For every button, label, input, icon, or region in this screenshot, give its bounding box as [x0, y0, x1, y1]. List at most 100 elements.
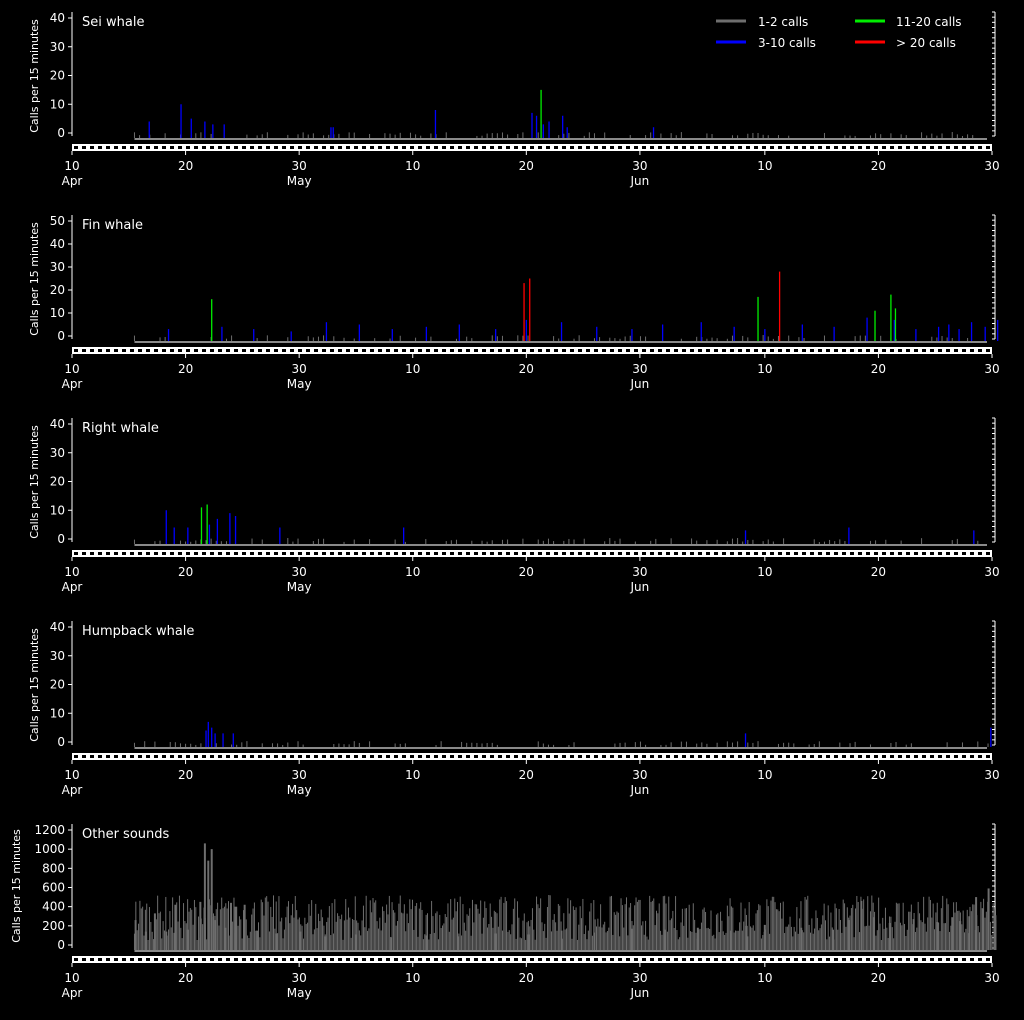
date-strip-dash — [482, 755, 486, 758]
date-strip-dash — [986, 349, 990, 352]
panel-title: Humpback whale — [82, 624, 194, 639]
date-strip-dash — [402, 958, 406, 961]
date-strip-dash — [538, 552, 542, 555]
y-axis-label: Calls per 15 minutes — [28, 425, 41, 539]
date-strip-dash — [650, 552, 654, 555]
date-strip-dash — [338, 755, 342, 758]
date-strip-dash — [394, 958, 398, 961]
date-strip-dash — [282, 349, 286, 352]
x-tick-label: 10 — [64, 768, 79, 782]
date-strip-dash — [410, 958, 414, 961]
date-strip-dash — [106, 552, 110, 555]
date-strip-dash — [722, 958, 726, 961]
date-strip-dash — [122, 552, 126, 555]
y-tick-label: 20 — [50, 283, 65, 297]
date-strip-dash — [706, 146, 710, 149]
date-strip-dash — [562, 552, 566, 555]
date-strip-dash — [386, 552, 390, 555]
date-strip-dash — [874, 146, 878, 149]
date-strip-dash — [122, 146, 126, 149]
date-strip-dash — [154, 958, 158, 961]
date-strip-dash — [130, 146, 134, 149]
date-strip-dash — [546, 755, 550, 758]
y-tick-label: 50 — [50, 214, 65, 228]
x-tick-label: 10 — [64, 159, 79, 173]
date-strip-dash — [538, 349, 542, 352]
date-strip-dash — [754, 349, 758, 352]
date-strip-dash — [850, 552, 854, 555]
date-strip-dash — [730, 146, 734, 149]
date-strip-dash — [890, 755, 894, 758]
panel-other-sounds: Other sounds Calls per 15 minutes 0 200 40… — [10, 823, 1000, 1000]
date-strip-dash — [450, 349, 454, 352]
date-strip-dash — [434, 349, 438, 352]
date-strip-dash — [218, 349, 222, 352]
date-strip-dash — [474, 552, 478, 555]
date-strip-dash — [778, 146, 782, 149]
date-strip-dash — [786, 146, 790, 149]
x-tick-label: 20 — [871, 971, 886, 985]
date-strip-dash — [546, 552, 550, 555]
date-strip-dash — [362, 349, 366, 352]
date-strip-dash — [314, 755, 318, 758]
date-strip-dash — [946, 349, 950, 352]
date-strip-dash — [618, 552, 622, 555]
date-strip-dash — [610, 552, 614, 555]
date-strip-dash — [106, 349, 110, 352]
date-strip-dash — [306, 958, 310, 961]
date-strip-dash — [954, 349, 958, 352]
date-strip-dash — [290, 958, 294, 961]
date-strip-dash — [194, 552, 198, 555]
panel-title: Right whale — [82, 421, 159, 436]
date-strip-dash — [466, 958, 470, 961]
date-strip-dash — [570, 146, 574, 149]
date-strip-dash — [618, 146, 622, 149]
date-strip-dash — [930, 552, 934, 555]
date-strip-dash — [938, 958, 942, 961]
x-tick-label: 10 — [757, 362, 772, 376]
date-strip-dash — [450, 146, 454, 149]
date-strip-dash — [762, 755, 766, 758]
date-strip-dash — [426, 958, 430, 961]
date-strip-dash — [698, 958, 702, 961]
date-strip-dash — [362, 552, 366, 555]
x-tick-label: 10 — [757, 768, 772, 782]
date-strip-dash — [394, 552, 398, 555]
date-strip-dash — [970, 552, 974, 555]
x-month-label: Jun — [630, 986, 650, 1000]
date-strip-dash — [90, 349, 94, 352]
date-strip-dash — [578, 552, 582, 555]
date-strip-dash — [786, 349, 790, 352]
date-strip-dash — [962, 755, 966, 758]
y-tick-label: 40 — [50, 11, 65, 25]
date-strip-dash — [642, 146, 646, 149]
x-tick-label: 30 — [292, 565, 307, 579]
date-strip-dash — [626, 755, 630, 758]
x-tick-label: 30 — [292, 971, 307, 985]
date-strip-dash — [154, 349, 158, 352]
date-strip-dash — [298, 958, 302, 961]
date-strip-dash — [210, 349, 214, 352]
date-strip-dash — [834, 755, 838, 758]
date-strip-dash — [714, 552, 718, 555]
date-strip-dash — [946, 755, 950, 758]
date-strip-dash — [546, 349, 550, 352]
date-strip-dash — [146, 349, 150, 352]
date-strip-dash — [186, 146, 190, 149]
date-strip-dash — [802, 146, 806, 149]
x-month-label: Apr — [62, 580, 83, 594]
date-strip-dash — [602, 755, 606, 758]
date-strip-dash — [442, 146, 446, 149]
panel-title: Other sounds — [82, 827, 170, 842]
date-strip-dash — [378, 958, 382, 961]
date-strip-dash — [346, 349, 350, 352]
date-strip-dash — [770, 146, 774, 149]
date-strip-dash — [594, 958, 598, 961]
date-strip-dash — [490, 958, 494, 961]
date-strip-dash — [618, 958, 622, 961]
date-strip-dash — [722, 349, 726, 352]
date-strip-dash — [698, 349, 702, 352]
date-strip-dash — [738, 349, 742, 352]
date-strip-dash — [202, 755, 206, 758]
date-strip-dash — [178, 146, 182, 149]
